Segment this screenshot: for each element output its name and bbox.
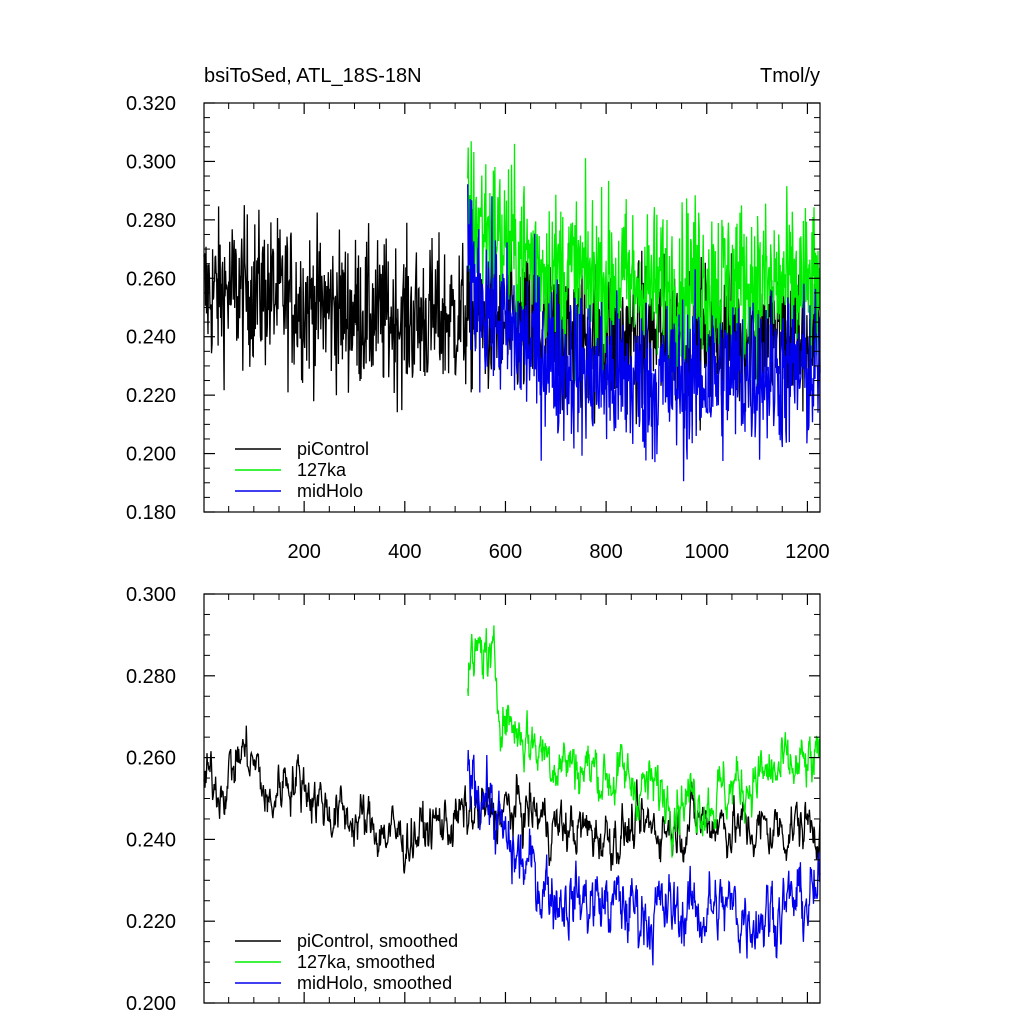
x-tick-label: 1200 [785, 541, 830, 563]
y-tick-label: 0.180 [126, 502, 176, 524]
y-tick-label: 0.200 [126, 444, 176, 466]
series-line-2 [467, 141, 821, 384]
legend-label: piControl [297, 439, 369, 459]
series-line-1 [203, 205, 821, 431]
legend-label: 127ka, smoothed [297, 952, 435, 972]
y-tick-label: 0.200 [126, 993, 176, 1015]
x-tick-label: 1000 [685, 541, 730, 563]
y-tick-label: 0.300 [126, 151, 176, 173]
legend-label: midHolo, smoothed [297, 973, 452, 993]
legend-label: midHolo [297, 481, 363, 501]
series-line-3 [467, 749, 821, 966]
legend-label: piControl, smoothed [297, 931, 458, 951]
y-tick-label: 0.240 [126, 829, 176, 851]
bottom-panel: 0.200 0.220 0.240 0.260 0.280 0.300 piControl,… [126, 584, 821, 1015]
y-tick-label: 0.320 [126, 93, 176, 115]
y-tick-label: 0.300 [126, 584, 176, 606]
x-tick-label: 800 [589, 541, 622, 563]
x-tick-label: 400 [388, 541, 421, 563]
y-tick-label: 0.280 [126, 666, 176, 688]
top-panel-title: bsiToSed, ATL_18S-18N [204, 65, 422, 87]
y-tick-label: 0.260 [126, 268, 176, 290]
x-tick-label: 600 [489, 541, 522, 563]
top-panel: bsiToSed, ATL_18S-18N Tmol/y 0.180 0.200 0… [126, 65, 830, 563]
y-tick-label: 0.280 [126, 210, 176, 232]
y-tick-label: 0.220 [126, 911, 176, 933]
legend-label: 127ka [297, 460, 347, 480]
series-line-2 [467, 625, 821, 858]
series-line-1 [203, 725, 821, 874]
x-tick-label: 200 [287, 541, 320, 563]
top-panel-units: Tmol/y [760, 65, 820, 87]
series-line-3 [467, 184, 821, 482]
y-tick-label: 0.220 [126, 385, 176, 407]
y-tick-label: 0.240 [126, 327, 176, 349]
y-tick-label: 0.260 [126, 748, 176, 770]
